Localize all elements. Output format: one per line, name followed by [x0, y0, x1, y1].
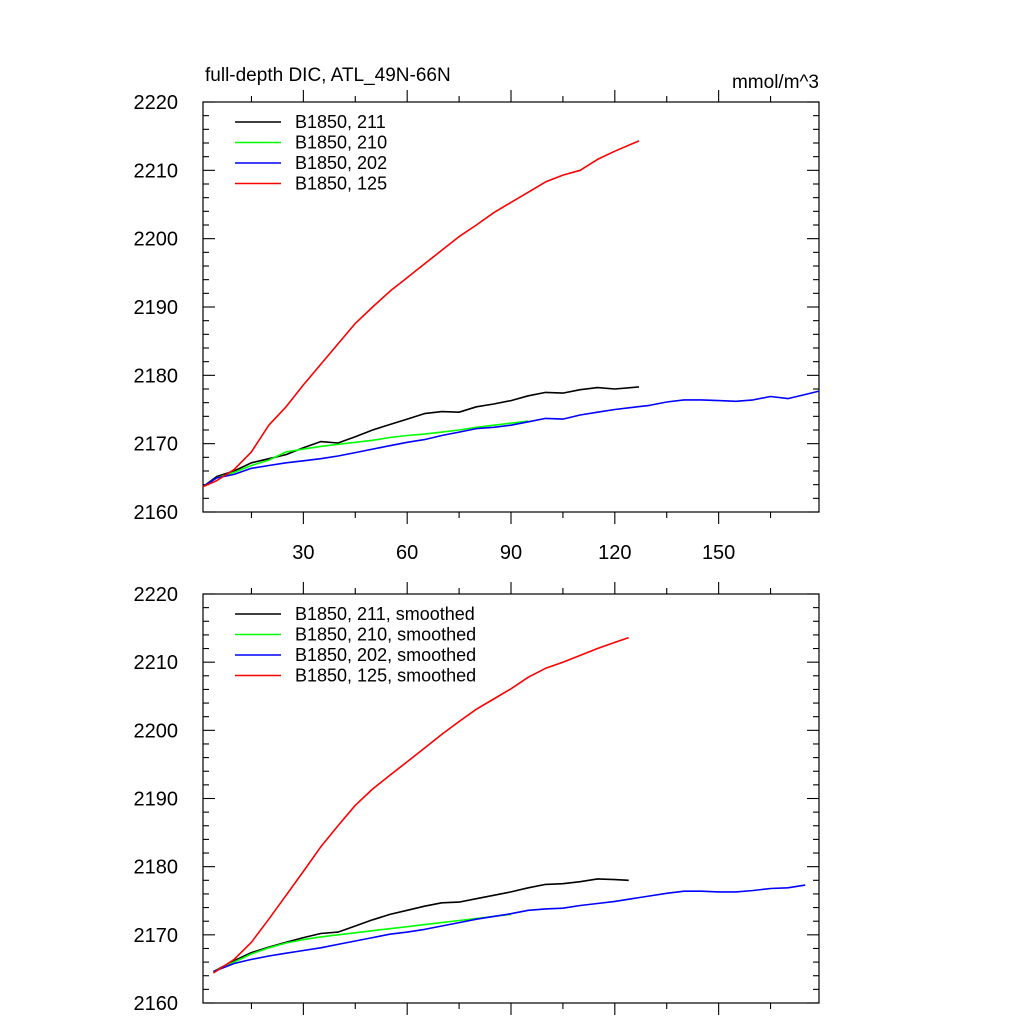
- legend-label: B1850, 210, smoothed: [295, 625, 476, 645]
- series-line-3: [212, 636, 629, 974]
- y-tick-label: 2170: [134, 434, 179, 456]
- series-line-2: [213, 884, 806, 973]
- legend-label: B1850, 125, smoothed: [295, 666, 476, 686]
- x-tick-label: 30: [292, 542, 314, 564]
- y-tick-label: 2200: [134, 720, 179, 742]
- series-line-1: [213, 913, 512, 973]
- x-tick-label: 120: [598, 542, 631, 564]
- units-label: mmol/m^3: [732, 72, 819, 93]
- legend-label: B1850, 202: [295, 153, 387, 173]
- series-line-2: [202, 390, 820, 488]
- y-tick-label: 2220: [134, 584, 179, 606]
- y-tick-label: 2200: [134, 229, 179, 251]
- bottom-panel: 2160 2170 2180 2190 2200 2210 2220 B1850, 211, …: [134, 582, 820, 1015]
- y-tick-label: 2180: [134, 857, 179, 879]
- legend-label: B1850, 210: [295, 133, 387, 153]
- series-line-1: [202, 420, 529, 488]
- y-tick-label: 2170: [134, 925, 179, 947]
- y-tick-label: 2160: [134, 993, 179, 1015]
- legend-label: B1850, 202, smoothed: [295, 645, 476, 665]
- legend-label: B1850, 211, smoothed: [295, 604, 475, 624]
- x-tick-label: 150: [702, 542, 735, 564]
- x-tick-label: 90: [500, 542, 522, 564]
- chart-title: full-depth DIC, ATL_49N-66N: [205, 65, 451, 86]
- y-tick-label: 2180: [134, 365, 179, 387]
- y-tick-label: 2220: [134, 92, 179, 114]
- y-tick-label: 2190: [134, 297, 179, 319]
- y-tick-label: 2160: [134, 502, 179, 524]
- series-line-0: [202, 386, 640, 488]
- legend-label: B1850, 211: [295, 112, 386, 132]
- y-tick-label: 2210: [134, 652, 179, 674]
- y-tick-label: 2190: [134, 789, 179, 811]
- y-tick-label: 2210: [134, 160, 179, 182]
- legend-label: B1850, 125: [295, 174, 387, 194]
- series-line-3: [202, 140, 640, 488]
- top-panel: 2160 2170 2180 2190 2200 2210 2220 30 60 90 120 150…: [134, 65, 820, 564]
- x-tick-label: 60: [396, 542, 418, 564]
